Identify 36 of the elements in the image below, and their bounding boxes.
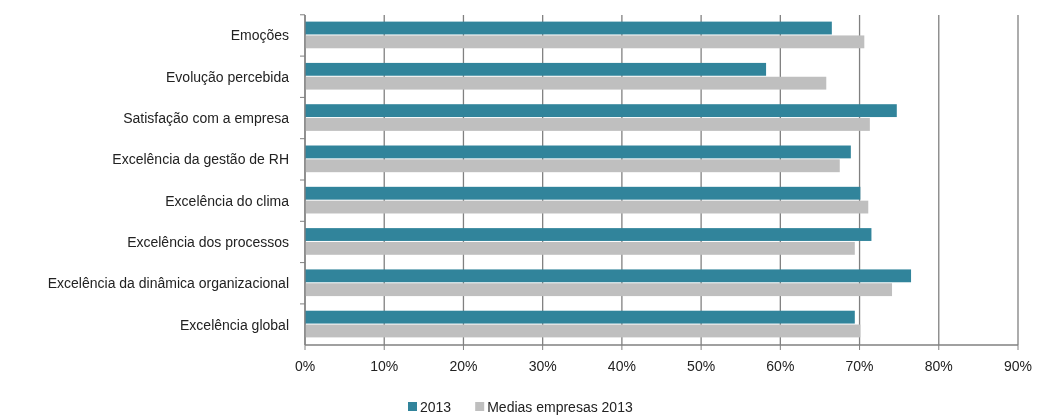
bar <box>305 186 861 200</box>
bar <box>305 21 832 35</box>
bar <box>305 145 851 159</box>
bar <box>305 310 855 324</box>
y-tick-label: Excelência da dinâmica organizacional <box>47 275 289 292</box>
x-tick-label: 70% <box>845 358 874 374</box>
y-tick-label: Excelência do clima <box>165 192 290 209</box>
x-tick-label: 60% <box>766 358 795 374</box>
y-tick-label: Excelência global <box>180 316 289 333</box>
x-tick-label: 0% <box>294 358 316 374</box>
bar <box>305 200 869 214</box>
x-tick-label: 20% <box>449 358 478 374</box>
legend-label: Medias empresas 2013 <box>487 399 633 415</box>
x-tick-label: 80% <box>924 358 953 374</box>
bar <box>305 324 861 338</box>
x-tick-label: 40% <box>607 358 636 374</box>
bar <box>305 62 767 76</box>
bar <box>305 76 827 90</box>
x-tick-label: 90% <box>1003 358 1033 374</box>
bar <box>305 35 865 49</box>
bar <box>305 104 897 118</box>
x-tick-label: 30% <box>528 358 557 374</box>
y-tick-label: Evolução percebida <box>166 68 290 85</box>
bar <box>305 269 912 283</box>
y-tick-label: Excelência dos processos <box>127 233 289 250</box>
bar <box>305 118 870 131</box>
legend-label: 2013 <box>420 399 452 415</box>
x-tick-label: 50% <box>687 358 716 374</box>
x-tick-label: 10% <box>370 358 399 374</box>
y-tick-label: Emoções <box>230 27 289 44</box>
y-tick-label: Satisfação com a empresa <box>123 110 290 127</box>
bar <box>305 228 872 241</box>
y-tick-label: Excelência da gestão de RH <box>112 151 289 168</box>
bar <box>305 159 840 173</box>
bar <box>305 241 855 255</box>
bar <box>305 283 893 297</box>
